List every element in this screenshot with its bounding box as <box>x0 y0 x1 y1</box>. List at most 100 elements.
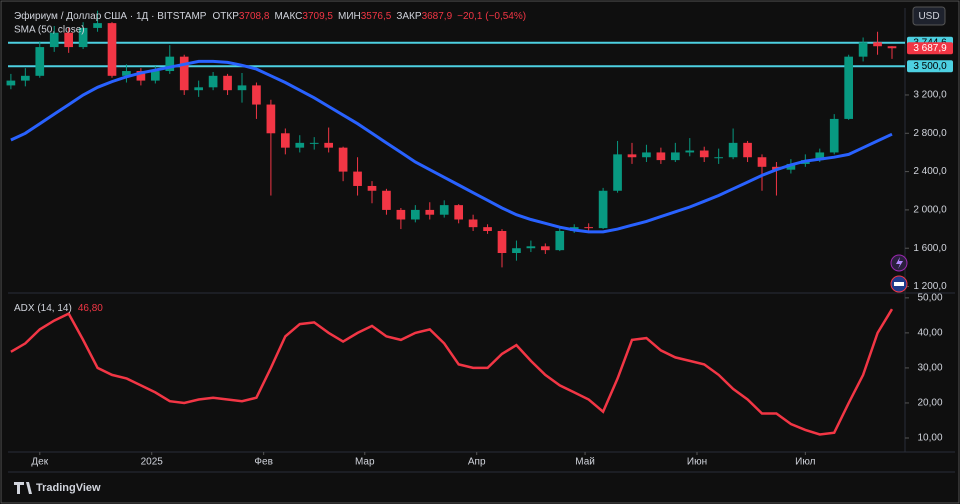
sma-legend: SMA (50, close) <box>14 25 85 36</box>
last-price-label: 3 687,9 <box>913 43 947 54</box>
candle-body <box>887 46 897 49</box>
candle-body <box>497 230 507 254</box>
currency-button[interactable] <box>912 6 946 26</box>
candle-body <box>252 85 261 105</box>
open-value: 3708,8 <box>239 11 270 22</box>
y-tick-label: 2 800,0 <box>913 128 947 139</box>
adx-name: ADX (14, 14) <box>14 303 72 314</box>
candle-body <box>35 47 45 76</box>
flag-stripe <box>894 282 904 286</box>
candle-body <box>699 150 709 158</box>
plot: 1 200,0 1 600,0 2 000,0 2 400,0 2 800,0 3 200… <box>6 10 947 468</box>
adx-tick-label: 10,00 <box>917 433 942 444</box>
x-tick-label: Май <box>575 457 595 468</box>
y-tick-label: 3 200,0 <box>913 90 947 101</box>
candle-body <box>829 118 839 153</box>
candle-body <box>541 246 550 251</box>
adx-tick-label: 50,00 <box>917 292 942 303</box>
candle-body <box>382 190 391 210</box>
x-tick-label: 2025 <box>141 457 164 468</box>
candle-body <box>266 104 276 134</box>
candle-body <box>324 142 333 148</box>
low-label: МИН <box>338 11 361 22</box>
candle-body <box>786 163 796 170</box>
candle-body <box>743 142 752 158</box>
candle-body <box>78 27 88 48</box>
brand-logo <box>14 482 32 494</box>
adx-line <box>10 308 894 436</box>
y-tick-label: 2 400,0 <box>913 166 947 177</box>
y-tick-label: 2 000,0 <box>913 205 947 216</box>
candle-body <box>757 157 767 167</box>
candle-body <box>49 32 59 48</box>
candle-body <box>483 227 492 231</box>
adx-tick-label: 20,00 <box>917 398 942 409</box>
candle-body <box>309 142 319 144</box>
candle-body <box>136 71 146 81</box>
candle-body <box>728 142 738 158</box>
candle-body <box>151 71 160 81</box>
candle-body <box>454 205 463 220</box>
candle-body <box>281 133 290 148</box>
lightning-icon <box>896 257 903 269</box>
candle-body <box>714 157 723 159</box>
high-value: 3709,5 <box>302 11 333 22</box>
y-tick-label: 1 600,0 <box>913 243 947 254</box>
candle-body <box>613 154 622 191</box>
level-tag <box>907 60 953 73</box>
x-tick-label: Июл <box>795 457 815 468</box>
candle-body <box>107 23 117 76</box>
candle-body <box>627 154 637 158</box>
close-value: 3687,9 <box>422 11 453 22</box>
candle-body <box>685 150 695 153</box>
candle-body <box>425 209 435 215</box>
brand: TradingView <box>36 482 101 494</box>
candle-body <box>21 75 30 81</box>
candle-body <box>555 230 565 251</box>
candle-body <box>93 23 102 28</box>
candle-body <box>194 87 203 91</box>
high-label: МАКС <box>274 11 302 22</box>
candle-body <box>295 142 305 148</box>
candle-body <box>237 85 247 91</box>
candle-body <box>396 209 406 220</box>
sma-line <box>10 59 893 234</box>
x-tick-label: Апр <box>468 457 486 468</box>
adx-value: 46,80 <box>78 303 103 314</box>
candle-body <box>179 56 189 91</box>
candle-body <box>338 147 348 172</box>
currency: USD <box>918 11 939 22</box>
candle-body <box>584 227 593 229</box>
adx-tick-label: 30,00 <box>917 363 942 374</box>
change: −20,1 (−0,54%) <box>457 11 526 22</box>
candle-body <box>642 152 651 158</box>
candle-body <box>512 248 521 254</box>
candle-body <box>873 42 882 47</box>
y-tick-label: 1 200,0 <box>913 281 947 292</box>
candle-body <box>858 42 868 57</box>
candle-body <box>208 75 218 88</box>
symbol: Эфириум / Доллар США · 1Д · BITSTAMP <box>14 10 207 22</box>
x-tick-label: Июн <box>687 457 707 468</box>
candle-body <box>6 80 16 86</box>
candle-body <box>223 75 232 91</box>
candle-body <box>64 32 73 48</box>
close-label: ЗАКР <box>396 11 422 22</box>
candle-body <box>353 171 362 186</box>
candle-body <box>122 71 131 76</box>
adx-tick-label: 40,00 <box>917 328 942 339</box>
candle-body <box>671 152 680 161</box>
level-tag-label: 3 500,0 <box>913 61 947 72</box>
adx-legend: ADX (14, 14) 46,80 <box>14 303 103 314</box>
x-tick-label: Мар <box>355 457 375 468</box>
candle-body <box>411 209 420 220</box>
header: Эфириум / Доллар США · 1Д · BITSTAMP ОТКР… <box>14 10 526 22</box>
x-tick-label: Фев <box>254 457 272 468</box>
candle-body <box>844 56 853 119</box>
candle-body <box>598 190 608 229</box>
x-tick-label: Дек <box>31 457 48 468</box>
candle-body <box>468 219 478 228</box>
open-label: ОТКР <box>212 11 239 22</box>
